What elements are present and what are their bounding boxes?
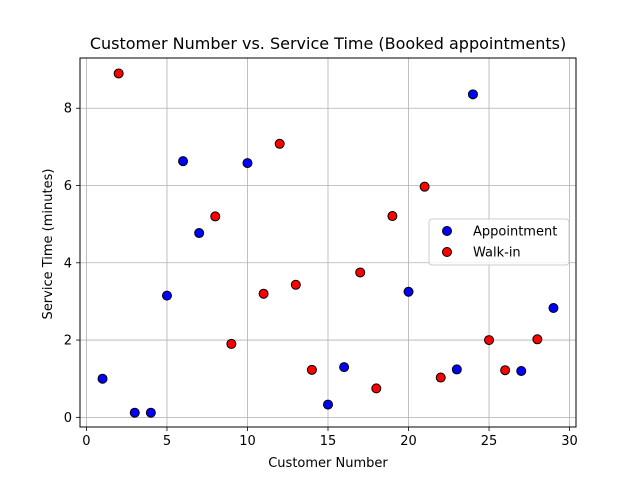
y-tick-label: 2 [64,334,72,349]
y-axis-label: Service Time (minutes) [41,169,56,320]
legend-box [428,218,570,266]
appointment-point [178,156,189,167]
appointment-point [339,362,350,373]
appointment-point [323,399,333,410]
appointment-point [161,290,172,301]
walk-in-point [500,365,511,376]
x-tick-label: 5 [163,434,171,449]
appointment-point [129,407,140,418]
x-tick-label: 0 [82,434,90,449]
x-tick-label: 15 [320,434,337,449]
walk-in-point [290,279,301,290]
walk-in-point [387,211,398,222]
y-tick-label: 0 [64,411,72,426]
walk-in-point [419,181,430,192]
appointment-point [403,286,414,297]
walk-in-point [532,334,543,345]
y-tick-label: 6 [64,179,72,194]
appointment-point [516,365,527,376]
walk-in-point [435,372,446,383]
legend-label-appointment: Appointment [473,225,557,240]
legend: Appointment Walk-in [428,218,570,266]
x-axis-label: Customer Number [268,456,388,471]
legend-label-walk-in: Walk-in [473,246,521,261]
legend-marker-appointment [442,226,452,236]
appointment-point [451,364,462,375]
y-tick-label: 4 [64,256,72,271]
walk-in-point [371,383,382,394]
appointment-point [467,89,478,100]
appointment-point [145,407,156,418]
appointment-point [242,158,253,169]
walk-in-point [210,211,221,222]
x-tick-label: 10 [239,434,256,449]
walk-in-point [484,335,495,346]
appointment-point [194,228,205,239]
walk-in-point [226,338,237,349]
chart-title: Customer Number vs. Service Time (Booked… [90,34,566,53]
x-tick-label: 30 [561,434,578,449]
axis-ticks: 0 5 10 15 20 25 30 0 2 4 6 8 [64,102,578,449]
appointment-point [548,302,559,313]
data-points [97,68,559,418]
walk-in-point [113,68,124,79]
x-tick-label: 20 [400,434,417,449]
walk-in-point [306,364,317,375]
walk-in-point [355,267,366,278]
appointment-point [97,373,108,384]
y-tick-label: 8 [64,102,72,117]
walk-in-point [274,138,285,149]
walk-in-point [258,288,269,299]
x-tick-label: 25 [481,434,498,449]
legend-marker-walk-in [442,247,452,257]
